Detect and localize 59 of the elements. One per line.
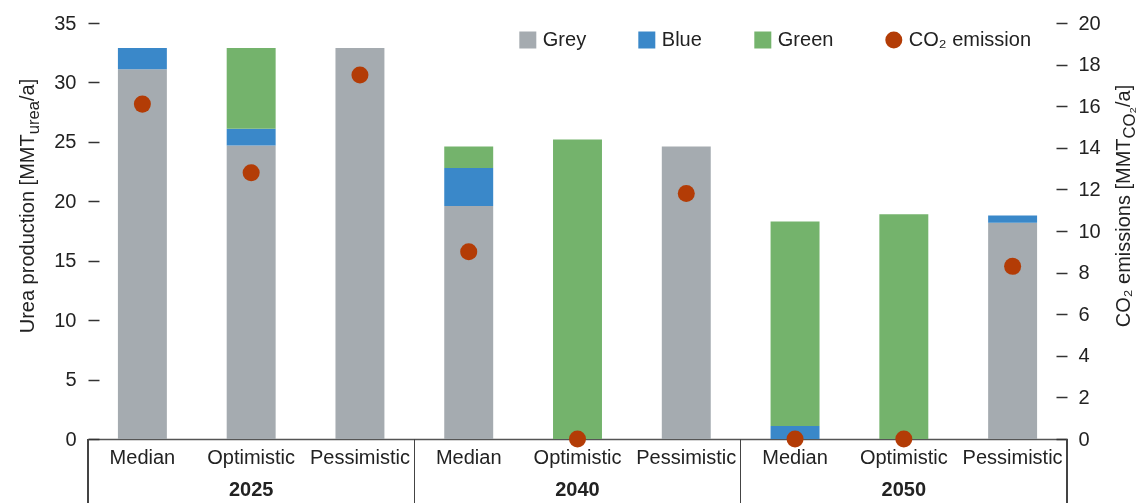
text: 2025 bbox=[228, 478, 274, 500]
y2-tick-label: 2 bbox=[1078, 385, 1090, 408]
y-tick-label: 15 bbox=[54, 249, 77, 272]
point bbox=[786, 430, 804, 448]
y2-tick-label: 10 bbox=[1078, 219, 1101, 242]
bar bbox=[879, 214, 929, 439]
legend-label: Blue bbox=[661, 28, 702, 50]
y2-tick-label: 14 bbox=[1078, 136, 1101, 159]
text: 2050 bbox=[881, 478, 927, 500]
bar bbox=[661, 146, 711, 439]
x-tick-label: Optimistic bbox=[207, 445, 296, 468]
bar bbox=[226, 145, 276, 439]
y-tick-label: 30 bbox=[54, 70, 77, 93]
y-tick-label: 0 bbox=[65, 427, 77, 450]
bar bbox=[226, 47, 276, 129]
y-tick-label: 5 bbox=[65, 368, 77, 391]
bar bbox=[444, 146, 494, 169]
x-tick-label: Optimistic bbox=[533, 445, 622, 468]
bar bbox=[444, 206, 494, 439]
y2-tick-label: 4 bbox=[1078, 344, 1090, 367]
y2-tick-label: 20 bbox=[1078, 11, 1101, 34]
point bbox=[1004, 257, 1022, 275]
y-tick-label: 35 bbox=[54, 11, 77, 34]
bar bbox=[444, 168, 494, 207]
legend-label: Grey bbox=[542, 28, 587, 50]
point bbox=[242, 164, 260, 182]
point bbox=[568, 430, 587, 448]
bar bbox=[117, 69, 167, 439]
x-tick-label: Pessimistic bbox=[309, 445, 410, 468]
y2-tick-label: 18 bbox=[1078, 53, 1101, 76]
bar bbox=[226, 128, 276, 146]
point bbox=[133, 95, 151, 113]
bar bbox=[988, 215, 1038, 223]
x-tick-label: Median bbox=[109, 445, 176, 468]
y-tick-label: 10 bbox=[54, 308, 77, 331]
y2-tick-label: 16 bbox=[1078, 94, 1101, 117]
x-tick-label: Pessimistic bbox=[962, 445, 1063, 468]
text: 2040 bbox=[555, 478, 600, 500]
point bbox=[895, 430, 913, 448]
y-tick-label: 25 bbox=[54, 130, 77, 153]
point bbox=[677, 185, 695, 203]
bar bbox=[335, 47, 385, 439]
y2-tick-label: 0 bbox=[1078, 427, 1090, 450]
x-tick-label: Median bbox=[435, 445, 502, 468]
bar bbox=[770, 221, 820, 426]
x-tick-label: Median bbox=[762, 445, 828, 468]
bar bbox=[117, 47, 167, 70]
legend-label: CO₂ emission bbox=[908, 28, 1032, 50]
bar bbox=[988, 222, 1038, 439]
legend-label: Green bbox=[777, 28, 834, 50]
x-tick-label: Optimistic bbox=[859, 445, 948, 468]
point bbox=[351, 66, 369, 84]
y2-tick-label: 12 bbox=[1078, 177, 1101, 200]
y2-tick-label: 8 bbox=[1078, 261, 1090, 284]
y2-tick-label: 6 bbox=[1078, 302, 1090, 325]
y-tick-label: 20 bbox=[54, 189, 77, 212]
point bbox=[460, 243, 478, 261]
bar bbox=[553, 139, 602, 439]
x-tick-label: Pessimistic bbox=[636, 445, 737, 468]
